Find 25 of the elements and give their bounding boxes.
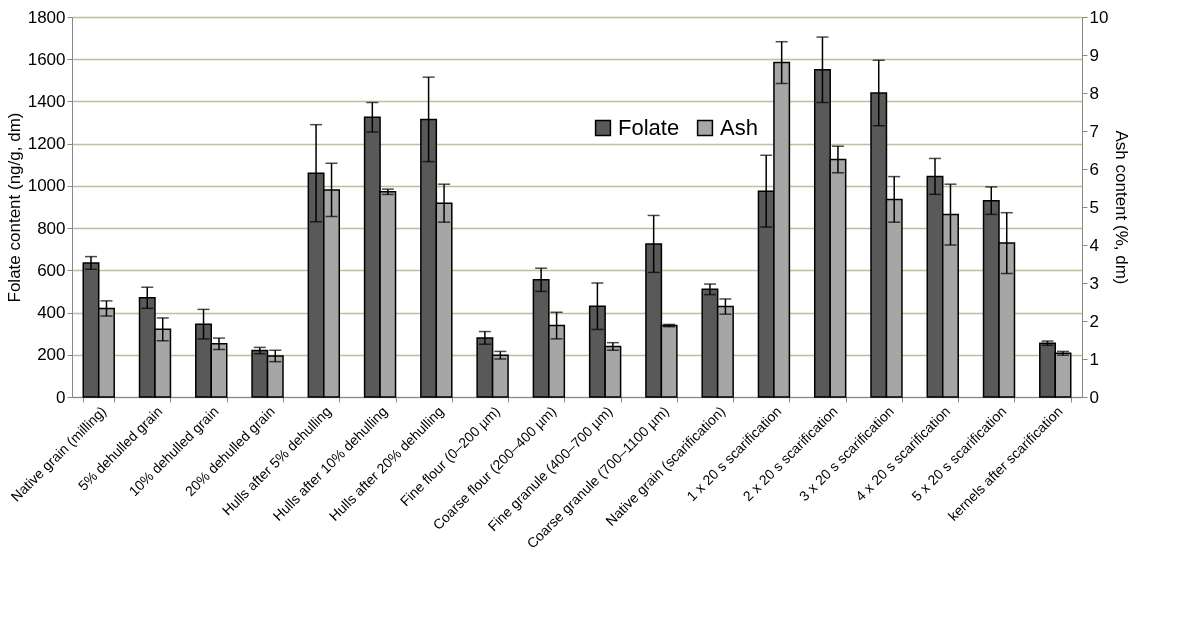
y2-tick-label: 5	[1089, 197, 1099, 217]
y2-tick-label: 7	[1089, 121, 1099, 141]
y2-tick-label: 2	[1089, 311, 1099, 331]
y-tick-label: 400	[37, 303, 66, 323]
y2-tick-label: 1	[1089, 349, 1099, 369]
y-tick-label: 1400	[27, 91, 66, 111]
y2-axis-title: Ash content (%, dm)	[1112, 130, 1132, 285]
y2-tick-label: 3	[1089, 273, 1099, 293]
y2-tick-label: 10	[1089, 7, 1109, 27]
y-axis-title: Folate content (ng/g, dm)	[4, 112, 24, 303]
legend-label: Folate	[618, 115, 680, 140]
y-tick-label: 600	[37, 260, 66, 280]
y-tick-label: 1000	[27, 176, 66, 196]
y2-tick-label: 4	[1089, 235, 1099, 255]
legend-label: Ash	[720, 115, 758, 140]
y-tick-label: 1200	[27, 134, 66, 154]
y-tick-label: 1800	[27, 7, 66, 27]
y2-tick-label: 6	[1089, 159, 1099, 179]
y-tick-label: 800	[37, 218, 66, 238]
y2-tick-label: 8	[1089, 83, 1099, 103]
y-tick-label: 1600	[27, 49, 66, 69]
y-tick-label: 200	[37, 345, 66, 365]
y2-tick-label: 9	[1089, 45, 1099, 65]
y-tick-label: 0	[56, 387, 66, 407]
y2-tick-label: 0	[1089, 387, 1099, 407]
